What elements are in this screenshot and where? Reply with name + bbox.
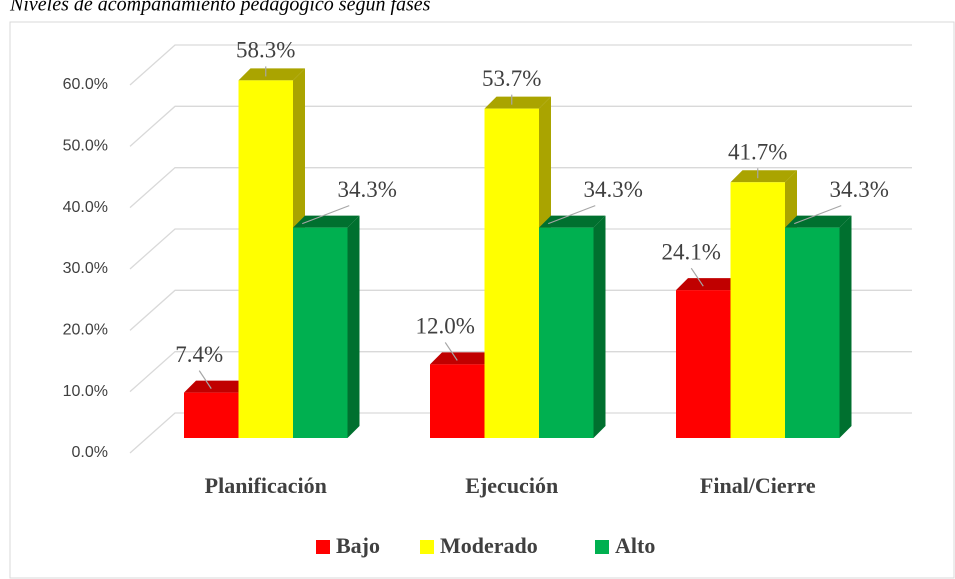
- bar-face: [730, 182, 785, 438]
- bar-face: [484, 96, 551, 109]
- data-label: 34.3%: [830, 177, 889, 202]
- bar-face: [347, 215, 360, 438]
- bar-face: [676, 278, 743, 291]
- bar-face: [184, 392, 239, 438]
- legend-label: Moderado: [440, 533, 538, 558]
- bar-face: [430, 364, 485, 438]
- bar: [785, 215, 852, 438]
- bar-face: [293, 215, 360, 228]
- bar-face: [785, 215, 852, 228]
- y-tick-label: 40.0%: [63, 199, 108, 216]
- y-tick-label: 60.0%: [63, 76, 108, 93]
- bar-face: [730, 170, 797, 183]
- data-label: 34.3%: [584, 177, 643, 202]
- data-label: 58.3%: [236, 38, 295, 63]
- y-tick-label: 10.0%: [63, 383, 108, 400]
- bar-face: [430, 352, 497, 365]
- data-label: 53.7%: [482, 66, 541, 91]
- grid-line: [129, 44, 912, 86]
- grid-line: [129, 228, 912, 270]
- leader-line: [302, 205, 350, 225]
- leader-line: [198, 370, 212, 389]
- bar-face: [676, 290, 731, 438]
- leader-line: [690, 267, 704, 287]
- legend-swatch: [420, 540, 434, 554]
- bar-face: [238, 80, 293, 438]
- legend-swatch: [316, 540, 330, 554]
- y-tick-label: 0.0%: [72, 444, 108, 461]
- legend-swatch: [595, 540, 609, 554]
- bar: [293, 215, 360, 438]
- bar-face: [785, 227, 840, 438]
- bar-face: [484, 108, 539, 438]
- chart-title: Niveles de acompañamiento pedagógico seg…: [9, 0, 431, 16]
- leader-line: [444, 342, 458, 361]
- title-band: [0, 0, 955, 21]
- grid-line: [129, 412, 912, 454]
- x-tick-label: Ejecución: [465, 473, 558, 498]
- data-label: 12.0%: [416, 314, 475, 339]
- x-tick-label: Planificación: [205, 473, 327, 498]
- bar-face: [238, 68, 305, 81]
- grid-line: [129, 289, 912, 331]
- bar-face: [539, 215, 606, 228]
- bar-face: [593, 215, 606, 438]
- data-label: 7.4%: [175, 342, 223, 367]
- x-tick-label: Final/Cierre: [700, 473, 816, 498]
- bar-face: [293, 227, 348, 438]
- legend-label: Bajo: [336, 533, 380, 558]
- data-label: 34.3%: [338, 177, 397, 202]
- legend-label: Alto: [615, 533, 655, 558]
- bar-face: [184, 380, 251, 393]
- y-tick-label: 50.0%: [63, 138, 108, 155]
- grid-line: [129, 167, 912, 209]
- leader-line: [794, 205, 842, 225]
- leader-line: [548, 205, 596, 225]
- data-label: 24.1%: [662, 239, 721, 264]
- grid-line: [129, 105, 912, 147]
- grid-line: [129, 351, 912, 393]
- bar-face: [539, 227, 594, 438]
- y-tick-label: 20.0%: [63, 322, 108, 339]
- data-label: 41.7%: [728, 140, 787, 165]
- bar-face: [839, 215, 852, 438]
- bar: [539, 215, 606, 438]
- y-tick-label: 30.0%: [63, 260, 108, 277]
